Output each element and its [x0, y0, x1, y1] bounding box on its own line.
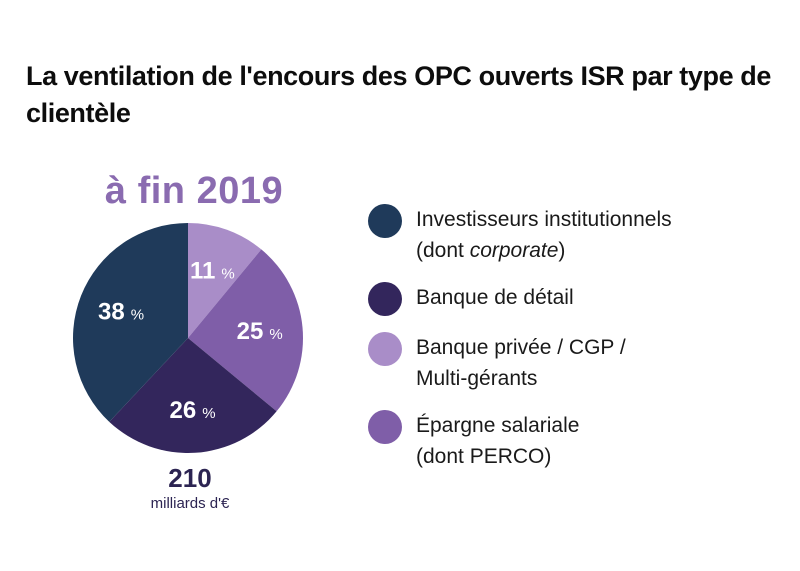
legend-item-epargne-salariale: Épargne salariale (dont PERCO)	[368, 410, 788, 472]
legend-label: Investisseurs institutionnels (dont corp…	[416, 204, 672, 266]
pie-slice-investisseurs-institutionnels-dont-corporate	[73, 223, 188, 422]
legend-label-line2: (dont corporate)	[416, 235, 672, 266]
legend-item-banque-privee: Banque privée / CGP / Multi-gérants	[368, 332, 788, 394]
total-value: 210	[168, 463, 212, 493]
chart-subtitle: à fin 2019	[104, 170, 284, 212]
pie-slice-banque-privee-cgp-multi-gerants	[188, 223, 262, 338]
legend: Investisseurs institutionnels (dont corp…	[368, 204, 788, 488]
legend-label: Banque privée / CGP / Multi-gérants	[416, 332, 626, 394]
pie-slice-label-epargne-salariale-dont-perco: 25%	[237, 318, 283, 345]
legend-label: Banque de détail	[416, 282, 574, 313]
legend-label-line2-suffix: )	[558, 239, 566, 262]
legend-label-line2-italic: corporate	[469, 239, 559, 262]
legend-label-line1: Épargne salariale	[416, 414, 580, 437]
legend-swatch	[368, 204, 402, 238]
legend-label-line1: Banque de détail	[416, 286, 574, 309]
legend-label-line2-prefix: (dont	[416, 239, 470, 262]
legend-swatch	[368, 282, 402, 316]
legend-item-institutionnels: Investisseurs institutionnels (dont corp…	[368, 204, 788, 266]
legend-label-line1: Investisseurs institutionnels	[416, 208, 672, 231]
legend-swatch	[368, 410, 402, 444]
pie-slice-epargne-salariale-dont-perco	[188, 249, 303, 412]
legend-label-line1: Banque privée / CGP /	[416, 336, 626, 359]
chart-title: La ventilation de l'encours des OPC ouve…	[26, 61, 772, 128]
legend-label: Épargne salariale (dont PERCO)	[416, 410, 579, 472]
pie-slice-banque-de-detail	[109, 338, 277, 453]
legend-label-line2: Multi-gérants	[416, 367, 538, 390]
pie-slice-label-investisseurs-institutionnels-dont-corporate: 38%	[98, 298, 144, 325]
legend-item-banque-detail: Banque de détail	[368, 282, 788, 316]
legend-swatch	[368, 332, 402, 366]
total-unit: milliards d'€	[150, 495, 230, 512]
pie-slice-label-banque-privee-cgp-multi-gerants: 11%	[190, 257, 235, 284]
pie-slice-label-banque-de-detail: 26%	[169, 397, 215, 424]
legend-label-line2: (dont PERCO)	[416, 445, 552, 468]
